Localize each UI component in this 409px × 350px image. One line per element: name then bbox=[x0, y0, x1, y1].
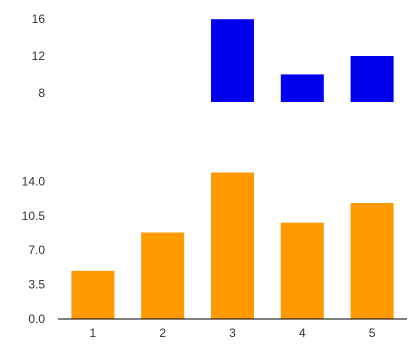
bar bbox=[211, 19, 254, 103]
y-tick-label: 14.0 bbox=[22, 174, 46, 188]
y-tick-label: 12 bbox=[32, 49, 46, 63]
x-tick-label: 1 bbox=[90, 326, 97, 340]
top-bar-panel: 8 12 16 bbox=[32, 12, 394, 103]
y-tick-label: 3.5 bbox=[28, 278, 45, 292]
y-tick-label: 16 bbox=[32, 12, 46, 26]
y-tick-label: 0.0 bbox=[28, 312, 45, 326]
bar bbox=[350, 203, 394, 319]
x-tick-label: 5 bbox=[369, 326, 376, 340]
x-tick-label: 4 bbox=[299, 326, 306, 340]
bar bbox=[350, 56, 394, 102]
x-tick-label: 3 bbox=[229, 326, 236, 340]
bottom-bar-panel: 0.0 3.5 7.0 10.5 14.0 1 2 3 4 5 bbox=[22, 172, 407, 340]
bar bbox=[280, 74, 324, 102]
bar bbox=[141, 232, 185, 319]
x-tick-label: 2 bbox=[159, 326, 166, 340]
bar bbox=[71, 270, 115, 319]
bar bbox=[211, 172, 254, 319]
y-tick-label: 10.5 bbox=[22, 209, 46, 223]
y-tick-label: 7.0 bbox=[28, 243, 45, 257]
y-tick-label: 8 bbox=[38, 86, 45, 100]
bar bbox=[280, 222, 324, 319]
